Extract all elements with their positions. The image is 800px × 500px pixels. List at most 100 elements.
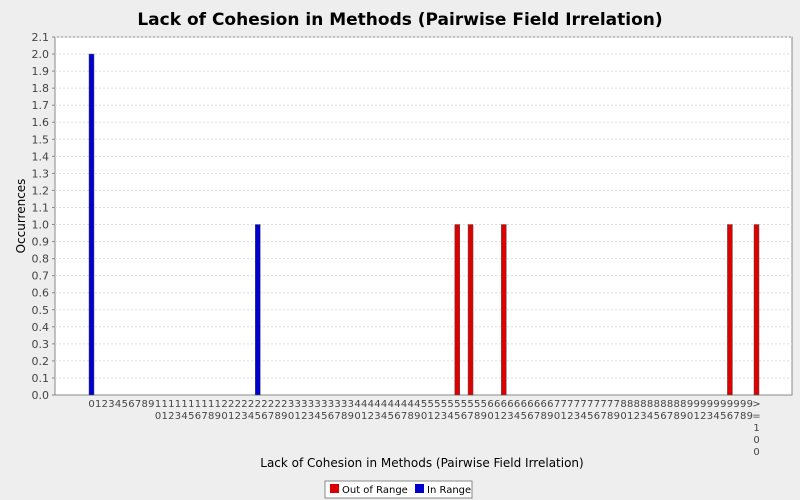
- x-tick-label: > = 1 0 0: [752, 399, 760, 458]
- x-tick-label: 6: [128, 399, 134, 410]
- y-tick-label: 0.3: [32, 338, 50, 351]
- chart-title: Lack of Cohesion in Methods (Pairwise Fi…: [137, 10, 662, 30]
- x-tick-label: 5: [122, 399, 128, 410]
- y-tick-label: 0.6: [32, 287, 50, 300]
- y-axis-ticks: 0.0 0.1 0.2 0.3 0.4 0.5 0.6 0.7 0.8 0.9 1.0 1.1 1.2 1…: [32, 31, 55, 402]
- y-tick-label: 1.9: [32, 65, 50, 78]
- x-tick-label: 1: [95, 399, 101, 410]
- legend-swatch-out-of-range: [330, 484, 339, 493]
- y-tick-label: 1.4: [32, 150, 50, 163]
- y-tick-label: 1.8: [32, 82, 50, 95]
- legend-label-out-of-range: Out of Range: [342, 485, 408, 496]
- y-tick-label: 2.0: [32, 48, 50, 61]
- bar-out-of-range: [727, 224, 733, 396]
- y-tick-label: 0.1: [32, 372, 50, 385]
- y-tick-label: 0.7: [32, 270, 50, 283]
- x-tick-label: 0: [88, 399, 94, 410]
- bars: [88, 53, 760, 396]
- plot-area: [54, 36, 793, 396]
- y-tick-label: 0.8: [32, 253, 50, 266]
- bar-out-of-range: [467, 224, 474, 396]
- y-tick-label: 1.1: [32, 201, 50, 214]
- legend-swatch-in-range: [415, 484, 424, 493]
- bar-out-of-range: [501, 224, 507, 396]
- y-tick-label: 1.7: [32, 99, 50, 112]
- legend-box: [324, 480, 473, 499]
- legend-label-in-range: In Range: [427, 485, 471, 496]
- legend: Out of Range In Range: [324, 480, 473, 499]
- y-tick-label: 0.9: [32, 236, 50, 249]
- y-tick-label: 0.0: [32, 389, 50, 402]
- x-tick-label: 4: [115, 399, 121, 410]
- x-tick-label: 2: [102, 399, 108, 410]
- y-tick-label: 1.6: [32, 116, 50, 129]
- y-tick-label: 1.0: [32, 219, 50, 232]
- x-axis-ticks: 0 1 2 3 4 5 6 7 8 9 1 01 11 21 31 41 51 61 71 81 92 02 12 22 32 4…: [88, 399, 760, 458]
- y-tick-label: 0.4: [32, 321, 50, 334]
- x-tick-label: 7: [135, 399, 141, 410]
